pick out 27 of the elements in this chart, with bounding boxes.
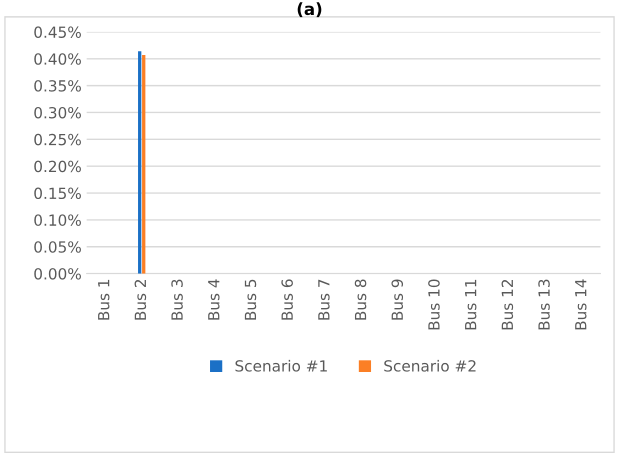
y-tick-label: 0.10% xyxy=(34,214,81,226)
y-tick-label: 0.35% xyxy=(34,80,81,92)
y-tick-label: 0.20% xyxy=(34,160,81,172)
x-tick-label: Bus 11 xyxy=(465,280,476,330)
x-tick-label: Bus 1 xyxy=(98,280,110,320)
y-tick-label: 0.40% xyxy=(34,53,81,65)
x-tick-label: Bus 12 xyxy=(502,280,514,330)
y-tick-label: 0.15% xyxy=(34,188,81,200)
y-tick-label: 0.45% xyxy=(34,26,81,38)
x-tick-label: Bus 3 xyxy=(171,280,183,320)
x-tick-label: Bus 10 xyxy=(428,279,440,330)
x-tick-label: Bus 6 xyxy=(281,279,293,320)
x-tick-label: Bus 14 xyxy=(575,279,587,330)
x-tick-label: Bus 2 xyxy=(134,280,146,320)
x-tick-label: Bus 5 xyxy=(244,280,256,320)
y-tick-label: 0.05% xyxy=(34,241,81,253)
y-tick-label: 0.00% xyxy=(34,268,81,280)
y-tick-label: 0.25% xyxy=(34,134,81,146)
x-tick-label: Bus 4 xyxy=(208,279,220,320)
x-tick-label: Bus 7 xyxy=(318,280,330,320)
chart-title: (a) xyxy=(298,2,322,18)
x-tick-label: Bus 8 xyxy=(354,280,366,320)
y-tick-label: 0.30% xyxy=(34,106,81,118)
x-tick-label: Bus 9 xyxy=(391,280,404,320)
legend-label: Scenario #2 xyxy=(384,360,476,372)
legend-label: Scenario #1 xyxy=(235,360,327,372)
x-tick-label: Bus 13 xyxy=(538,280,550,330)
